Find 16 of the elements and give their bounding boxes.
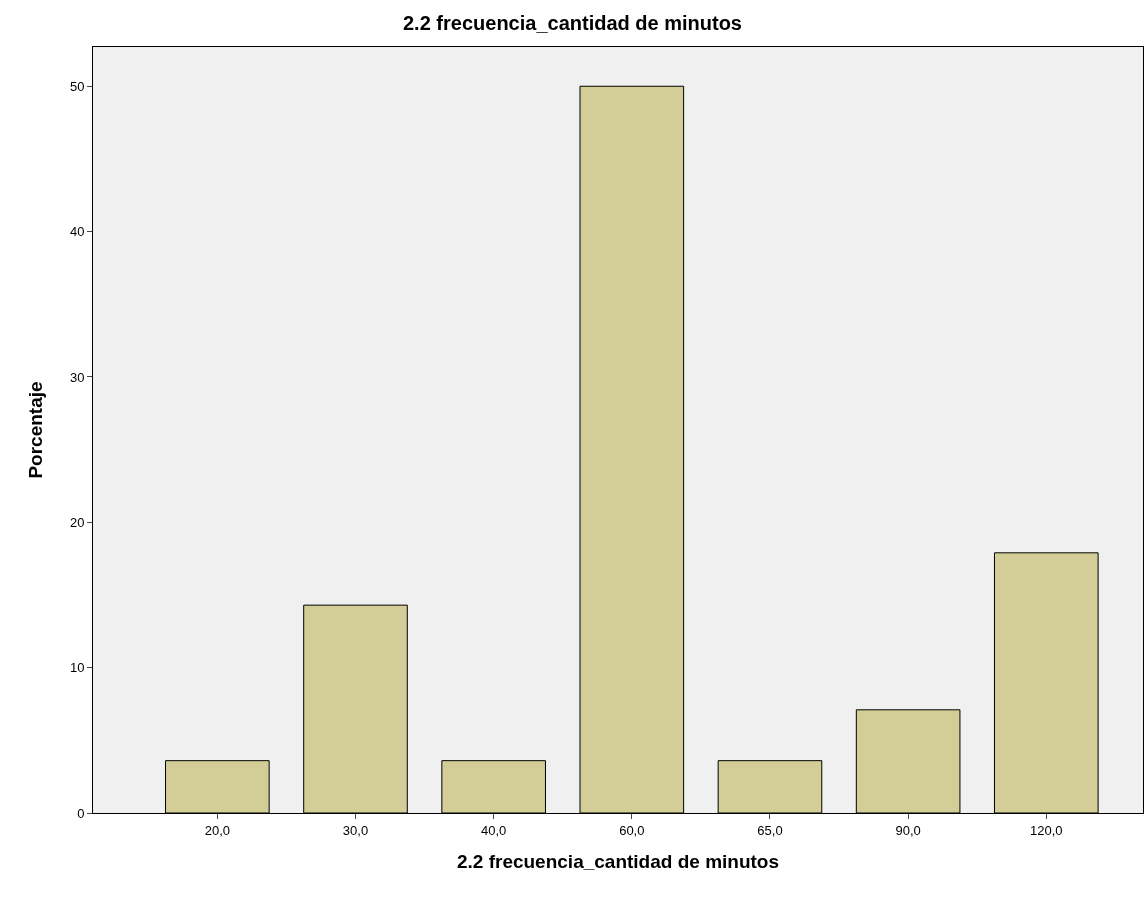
y-tick-label: 10	[69, 660, 85, 676]
x-tick-label: 20,0	[204, 822, 230, 838]
y-tick-label: 50	[69, 78, 85, 94]
x-tick-label: 90,0	[895, 822, 921, 838]
x-tick-label: 65,0	[757, 822, 783, 838]
x-tick-label: 60,0	[619, 822, 645, 838]
y-tick-label: 20	[69, 514, 85, 530]
x-axis-title: 2.2 frecuencia_cantidad de minutos	[456, 851, 780, 873]
y-tick-label: 40	[69, 224, 85, 240]
y-tick-label: 0	[77, 805, 85, 821]
y-tick-label: 30	[69, 369, 85, 385]
x-tick-label: 40,0	[481, 822, 507, 838]
x-tick-label: 30,0	[342, 822, 369, 838]
x-tick-label: 120,0	[1030, 822, 1063, 838]
y-axis-title: Porcentaje	[24, 381, 46, 479]
chart-title: 2.2 frecuencia_cantidad de minutos	[403, 11, 742, 34]
